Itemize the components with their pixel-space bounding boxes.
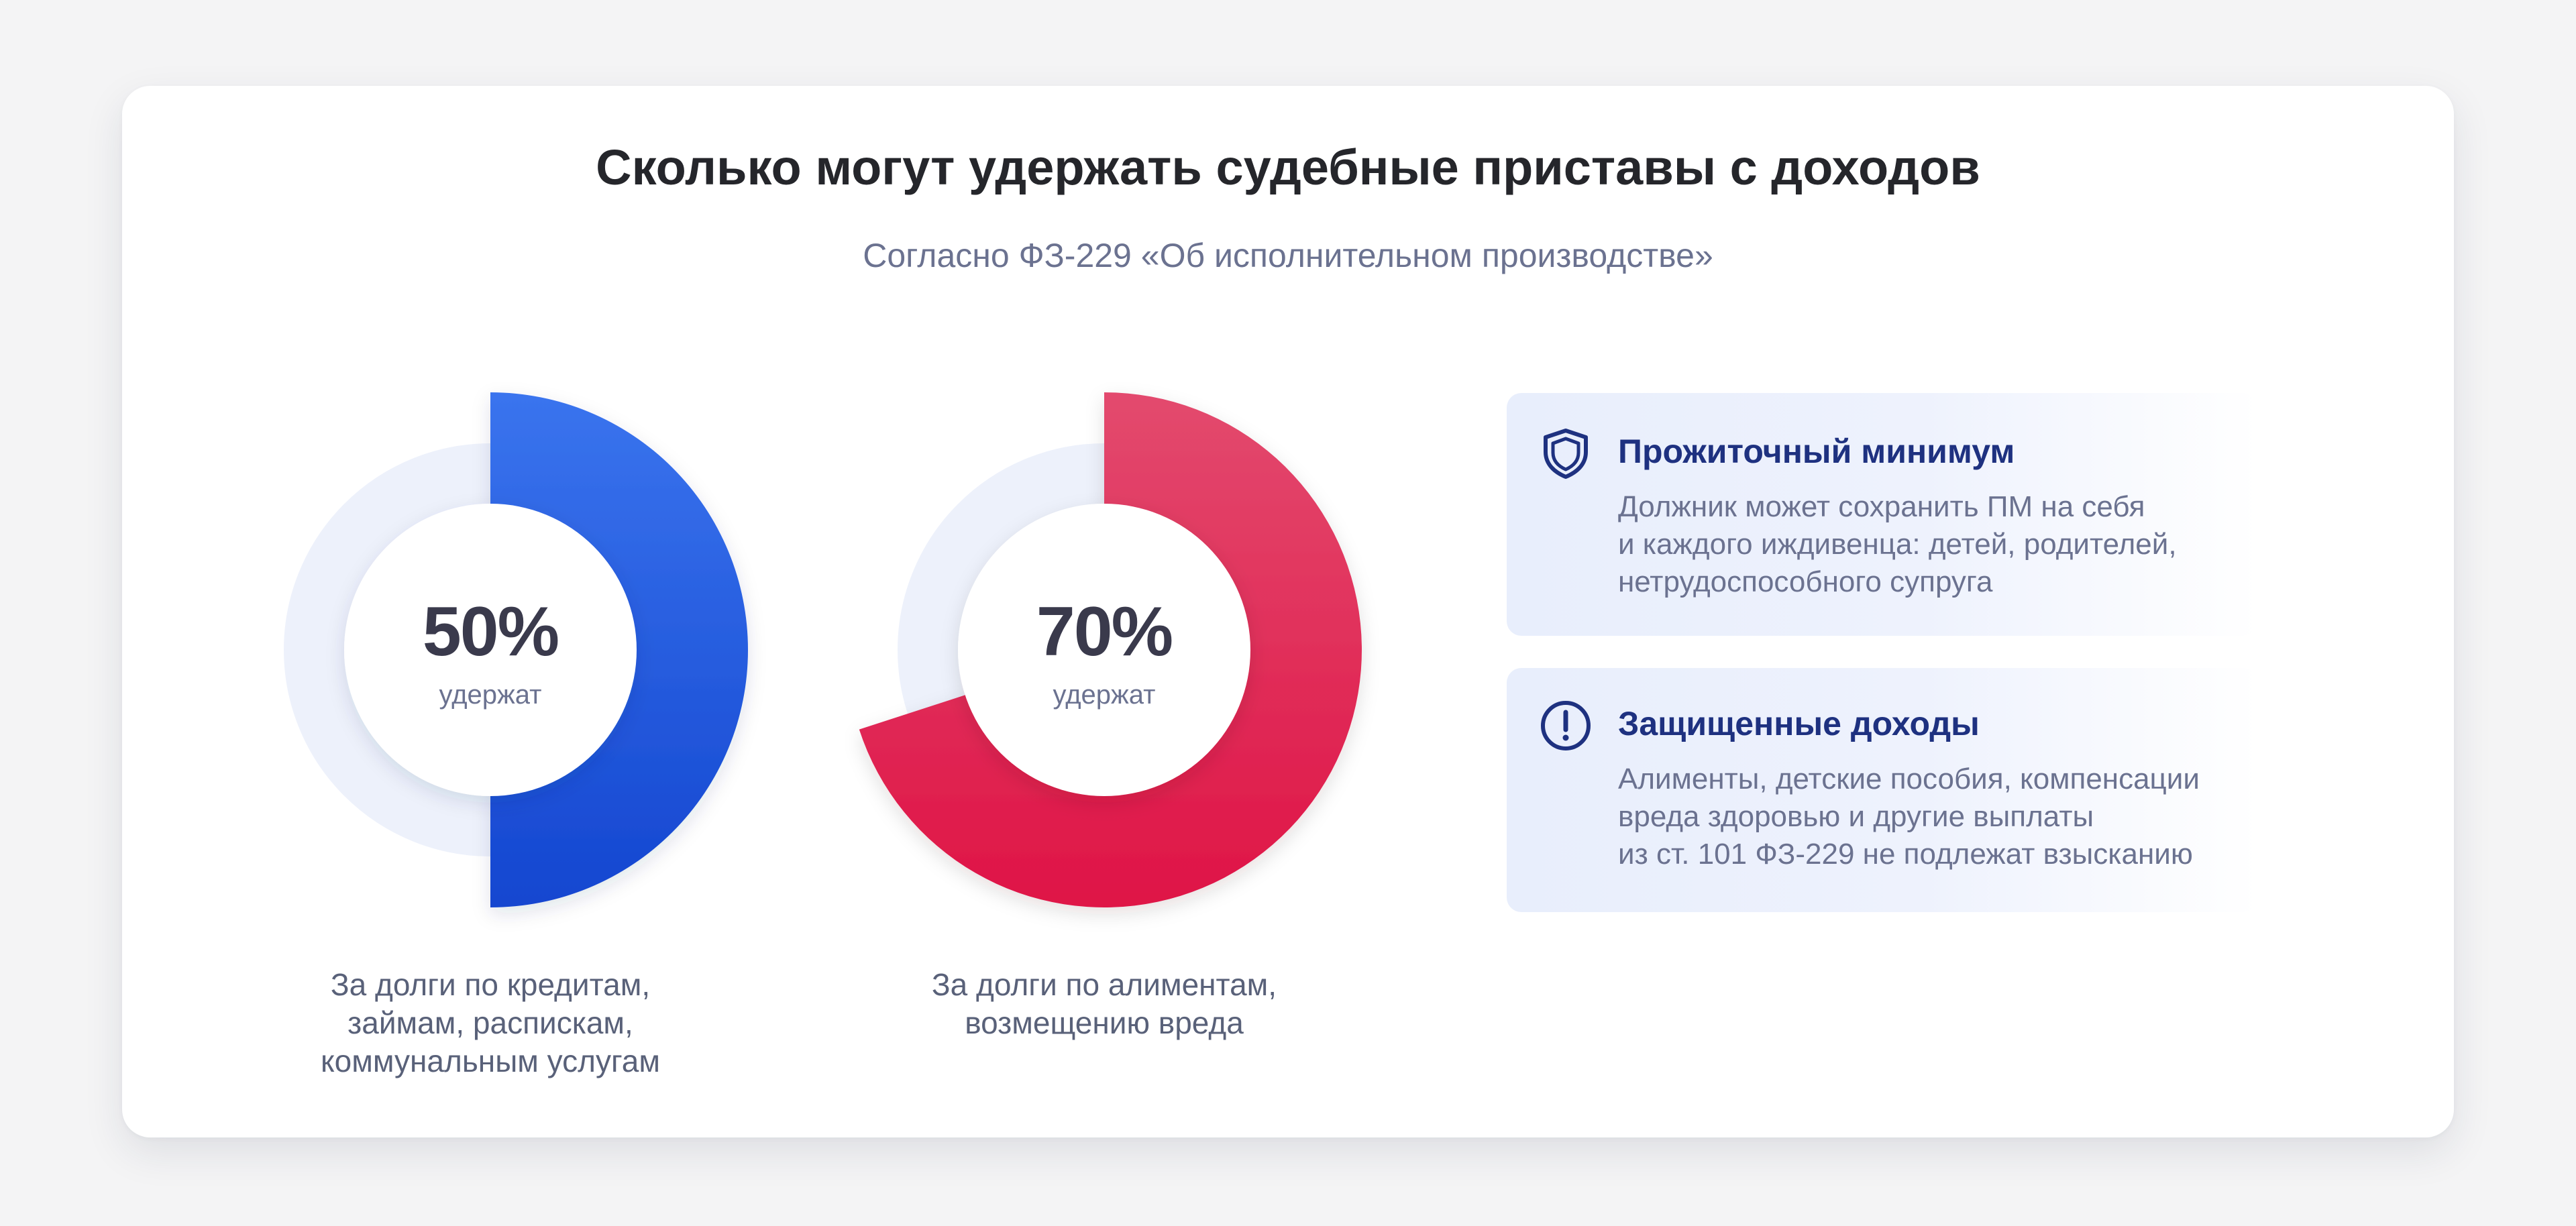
donut-hole (958, 504, 1250, 796)
donut-center-alimony: 70% удержат (836, 592, 1373, 715)
page-subtitle: Согласно ФЗ-229 «Об исполнительном произ… (863, 237, 1713, 274)
donut-value-label: 70% (1036, 593, 1173, 671)
info-text-line: Алименты, детские пособия, компенсации (1618, 763, 2200, 795)
info-text: Алименты, детские пособия, компенсации в… (1618, 761, 2262, 873)
info-title: Защищенные доходы (1618, 705, 1980, 742)
info-text-line: вреда здоровью и другие выплаты (1618, 800, 2094, 833)
caption-line: коммунальным услугам (321, 1044, 660, 1078)
donut-sub-label: удержат (439, 680, 542, 710)
info-text-line: и каждого иждивенца: детей, родителей, (1618, 528, 2177, 561)
info-title: Прожиточный минимум (1618, 433, 2015, 470)
caption-line: За долги по алиментам, (931, 967, 1277, 1002)
caption-line: возмещению вреда (965, 1005, 1244, 1040)
info-text-line: нетрудоспособного супруга (1618, 565, 1993, 598)
donut-value-label: 50% (422, 593, 559, 671)
donut-caption-credit: За долги по кредитам, займам, распискам,… (189, 966, 792, 1080)
info-text-line: Должник может сохранить ПМ на себя (1618, 490, 2145, 523)
donut-value-arc (859, 392, 1362, 907)
shield-icon (1544, 429, 1588, 479)
donut-sub-label: удержат (1053, 680, 1156, 710)
donut-hole (344, 504, 637, 796)
donut-chart-alimony (859, 392, 1362, 907)
page-title: Сколько могут удержать судебные приставы… (596, 140, 1980, 195)
exclamation-circle-icon (1541, 701, 1591, 750)
info-text: Должник может сохранить ПМ на себя и каж… (1618, 488, 2262, 601)
donut-caption-alimony: За долги по алиментам, возмещению вреда (802, 966, 1406, 1042)
caption-line: За долги по кредитам, (330, 967, 651, 1002)
info-box-subsistence-minimum: Прожиточный минимум Должник может сохран… (1507, 393, 2258, 636)
donut-center-credit: 50% удержат (222, 592, 759, 715)
info-text-line: из ст. 101 ФЗ-229 не подлежат взысканию (1618, 838, 2193, 871)
info-box-protected-income: Защищенные доходы Алименты, детские посо… (1507, 668, 2258, 912)
donut-chart-credit (284, 392, 748, 907)
caption-line: займам, распискам, (347, 1005, 633, 1040)
